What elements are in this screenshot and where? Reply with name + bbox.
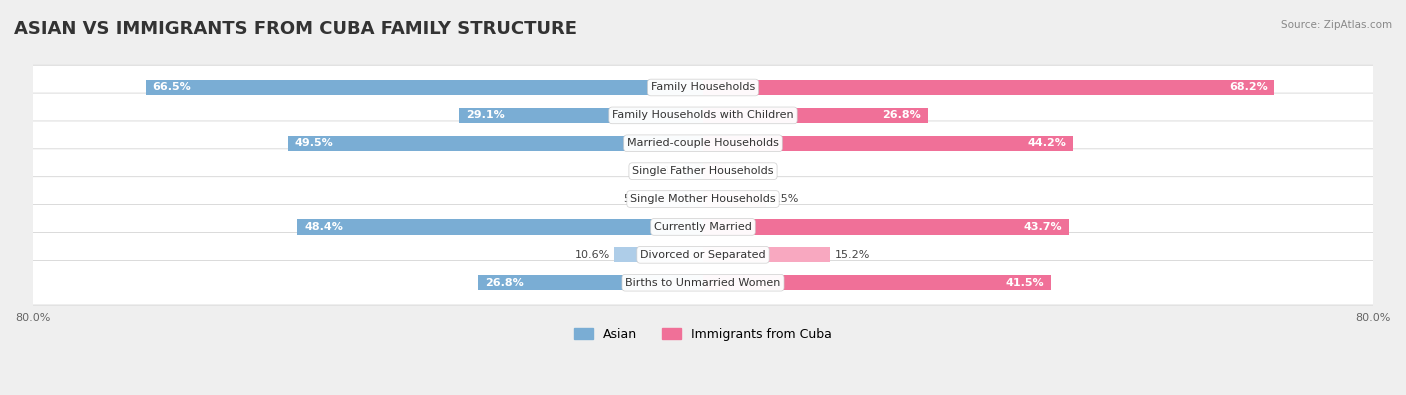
FancyBboxPatch shape [30, 121, 1376, 166]
Bar [703, 247, 831, 263]
Bar [288, 135, 703, 151]
Text: Divorced or Separated: Divorced or Separated [640, 250, 766, 260]
FancyBboxPatch shape [30, 177, 1376, 221]
FancyBboxPatch shape [30, 65, 1376, 110]
Bar [478, 275, 703, 290]
Bar [703, 108, 928, 123]
Text: 2.1%: 2.1% [652, 166, 682, 176]
Text: 49.5%: 49.5% [295, 138, 333, 148]
Bar [703, 164, 725, 179]
Text: Source: ZipAtlas.com: Source: ZipAtlas.com [1281, 20, 1392, 30]
Text: Births to Unmarried Women: Births to Unmarried Women [626, 278, 780, 288]
FancyBboxPatch shape [30, 233, 1376, 277]
Bar [703, 219, 1069, 235]
FancyBboxPatch shape [30, 205, 1376, 249]
Bar [657, 191, 703, 207]
Text: 43.7%: 43.7% [1024, 222, 1063, 232]
Text: Single Mother Households: Single Mother Households [630, 194, 776, 204]
Bar [298, 219, 703, 235]
Text: Single Father Households: Single Father Households [633, 166, 773, 176]
Text: 29.1%: 29.1% [465, 110, 505, 120]
Text: 48.4%: 48.4% [304, 222, 343, 232]
FancyBboxPatch shape [30, 260, 1376, 305]
Text: 68.2%: 68.2% [1229, 83, 1268, 92]
Text: 15.2%: 15.2% [835, 250, 870, 260]
Text: 7.5%: 7.5% [770, 194, 799, 204]
Text: 26.8%: 26.8% [485, 278, 524, 288]
Legend: Asian, Immigrants from Cuba: Asian, Immigrants from Cuba [569, 323, 837, 346]
Bar [460, 108, 703, 123]
Bar [703, 191, 766, 207]
Bar [146, 80, 703, 95]
Text: Family Households: Family Households [651, 83, 755, 92]
Text: 26.8%: 26.8% [882, 110, 921, 120]
Text: 10.6%: 10.6% [575, 250, 610, 260]
Text: Family Households with Children: Family Households with Children [612, 110, 794, 120]
Text: 41.5%: 41.5% [1005, 278, 1045, 288]
Bar [703, 275, 1050, 290]
Bar [614, 247, 703, 263]
Bar [703, 80, 1274, 95]
Text: 5.6%: 5.6% [624, 194, 652, 204]
Text: ASIAN VS IMMIGRANTS FROM CUBA FAMILY STRUCTURE: ASIAN VS IMMIGRANTS FROM CUBA FAMILY STR… [14, 20, 576, 38]
Text: 66.5%: 66.5% [152, 83, 191, 92]
Bar [703, 135, 1073, 151]
Text: Currently Married: Currently Married [654, 222, 752, 232]
Text: Married-couple Households: Married-couple Households [627, 138, 779, 148]
FancyBboxPatch shape [30, 149, 1376, 194]
FancyBboxPatch shape [30, 93, 1376, 138]
Bar [685, 164, 703, 179]
Text: 2.7%: 2.7% [730, 166, 758, 176]
Text: 44.2%: 44.2% [1028, 138, 1067, 148]
